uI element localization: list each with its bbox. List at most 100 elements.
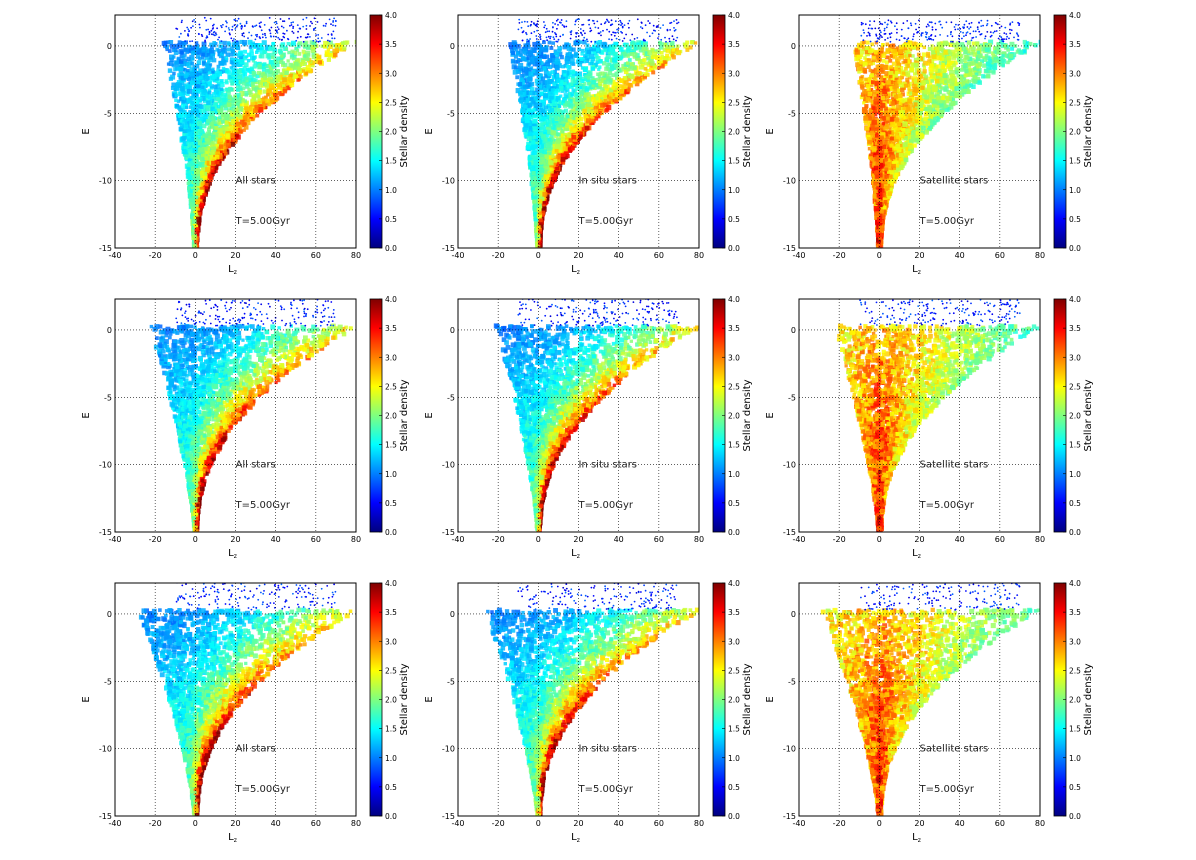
colorbar-tick-label: 1.5 — [1069, 441, 1081, 450]
x-tick-label: -40 — [108, 819, 121, 828]
colorbar-tick-label: 1.0 — [1069, 754, 1081, 763]
colorbar-tick-label: 3.0 — [728, 353, 740, 362]
colorbar-tick-label: 1.0 — [385, 470, 397, 479]
plot-frame — [457, 14, 700, 249]
y-tick-label: -5 — [788, 677, 796, 686]
x-tick-label: -40 — [792, 251, 805, 260]
colorbar-tick-label: 3.5 — [385, 40, 397, 49]
y-tick-label: -15 — [442, 528, 455, 537]
x-axis-label: Lz — [912, 548, 921, 560]
x-tick-label: 40 — [614, 819, 624, 828]
y-tick-label: 0 — [107, 610, 112, 619]
density-map — [508, 18, 698, 248]
colorbar-tick-label: 3.5 — [728, 40, 740, 49]
y-tick-label: -10 — [442, 177, 455, 186]
colorbar-tick-label: 1.5 — [728, 441, 740, 450]
panel-4: -40 -20 0 20 40 60 80 -15 -10 -5 0 Lz E All stars T=5.… — [81, 295, 410, 560]
x-tick-label: 0 — [193, 819, 198, 828]
y-axis-label: E — [81, 128, 92, 134]
x-tick-label: 0 — [877, 251, 882, 260]
colorbar-tick-label: 1.0 — [728, 186, 740, 195]
colorbar-tick-label: 1.0 — [728, 470, 740, 479]
x-tick-label: 80 — [1035, 535, 1045, 544]
x-tick-label: 80 — [351, 251, 361, 260]
x-tick-label: 60 — [995, 535, 1005, 544]
y-tick-label: 0 — [450, 42, 455, 51]
colorbar-tick-label: 2.0 — [1069, 412, 1081, 421]
colorbar-tick-label: 0.5 — [385, 215, 397, 224]
x-axis-label: Lz — [228, 832, 237, 844]
x-tick-label: 80 — [1035, 251, 1045, 260]
y-tick-label: -15 — [99, 812, 112, 821]
colorbar-tick-label: 4.0 — [728, 295, 740, 304]
colorbar-tick-label: 4.0 — [385, 11, 397, 20]
colorbar-tick-label: 4.0 — [1069, 579, 1081, 588]
colorbar-tick-label: 1.0 — [1069, 186, 1081, 195]
colorbar-tick-label: 4.0 — [728, 11, 740, 20]
y-axis-label: E — [765, 696, 776, 702]
x-tick-label: 20 — [573, 819, 583, 828]
colorbar-tick-label: 2.5 — [1069, 666, 1081, 675]
population-label: All stars — [236, 460, 276, 471]
density-map — [149, 299, 353, 532]
y-tick-label: -15 — [783, 812, 796, 821]
x-axis-label: Lz — [912, 832, 921, 844]
plot-frame — [114, 582, 357, 817]
plot-frame — [114, 298, 357, 533]
colorbar-label: Stellar density — [742, 379, 753, 451]
colorbar-tick-label: 3.0 — [728, 69, 740, 78]
x-tick-label: 40 — [955, 819, 965, 828]
colorbar-tick-label: 3.0 — [385, 637, 397, 646]
plot-frame — [798, 298, 1041, 533]
colorbar-tick-label: 4.0 — [1069, 11, 1081, 20]
time-label: T=5.00Gyr — [919, 216, 975, 227]
x-tick-label: 20 — [230, 535, 240, 544]
x-tick-label: -20 — [833, 819, 846, 828]
x-tick-label: 20 — [914, 819, 924, 828]
x-tick-label: 60 — [995, 819, 1005, 828]
time-label: T=5.00Gyr — [578, 216, 634, 227]
x-tick-label: 80 — [1035, 819, 1045, 828]
colorbar-tick-label: 3.0 — [385, 353, 397, 362]
colorbar-tick-label: 2.0 — [728, 696, 740, 705]
y-tick-label: 0 — [450, 326, 455, 335]
y-axis-label: E — [424, 696, 435, 702]
x-tick-label: 80 — [694, 535, 704, 544]
colorbar-tick-label: 1.5 — [1069, 157, 1081, 166]
x-tick-label: 20 — [573, 535, 583, 544]
colorbar-tick-label: 2.0 — [1069, 696, 1081, 705]
x-tick-label: 60 — [654, 535, 664, 544]
colorbar-tick-label: 2.5 — [385, 666, 397, 675]
colorbar-tick-label: 1.5 — [385, 725, 397, 734]
colorbar-tick-label: 0.0 — [728, 812, 740, 821]
x-tick-label: -20 — [149, 535, 162, 544]
colorbar-tick-label: 0.0 — [1069, 244, 1081, 253]
colorbar-label: Stellar density — [399, 95, 410, 167]
x-tick-label: -40 — [792, 535, 805, 544]
colorbar-tick-label: 0.0 — [385, 812, 397, 821]
time-label: T=5.00Gyr — [235, 216, 291, 227]
colorbar-tick-label: 2.5 — [728, 98, 740, 107]
x-tick-label: -40 — [108, 535, 121, 544]
population-label: Satellite stars — [920, 744, 989, 755]
panel-7: -40 -20 0 20 40 60 80 -15 -10 -5 0 Lz E All stars T=5.… — [81, 579, 410, 844]
colorbar-tick-label: 3.5 — [728, 324, 740, 333]
x-tick-label: 20 — [230, 251, 240, 260]
x-tick-label: 40 — [614, 535, 624, 544]
y-tick-label: -15 — [442, 244, 455, 253]
x-axis-label: Lz — [571, 832, 580, 844]
density-map — [486, 583, 699, 816]
panel-1: -40 -20 0 20 40 60 80 -15 -10 -5 0 Lz E All stars T=5.… — [81, 11, 410, 276]
density-map — [493, 299, 699, 532]
colorbar-tick-label: 1.5 — [385, 441, 397, 450]
x-tick-label: -20 — [149, 819, 162, 828]
x-tick-label: -20 — [833, 535, 846, 544]
colorbar-tick-label: 3.5 — [385, 324, 397, 333]
colorbar-label: Stellar density — [742, 663, 753, 735]
colorbar-tick-label: 2.0 — [728, 412, 740, 421]
x-tick-label: 80 — [694, 819, 704, 828]
panel-8: -40 -20 0 20 40 60 80 -15 -10 -5 0 Lz E In situ stars… — [424, 579, 753, 844]
x-tick-label: 80 — [694, 251, 704, 260]
panel-3: -40 -20 0 20 40 60 80 -15 -10 -5 0 Lz E Satellite sta… — [765, 11, 1094, 276]
colorbar-tick-label: 0.5 — [728, 783, 740, 792]
